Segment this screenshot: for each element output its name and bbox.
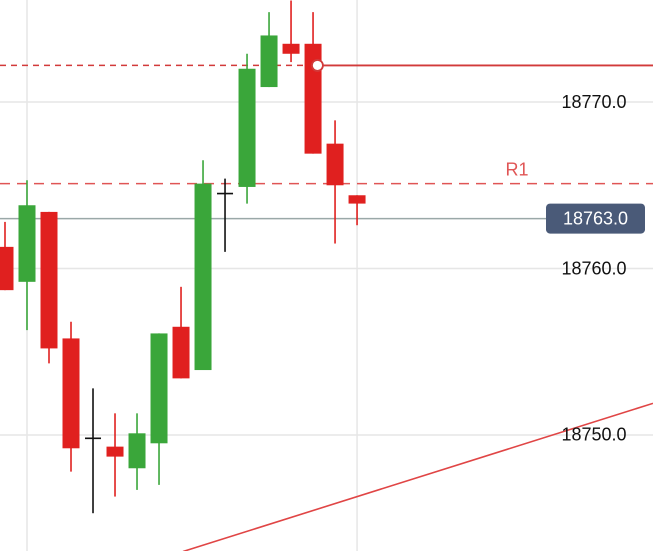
current-price-tag [546, 203, 645, 234]
current-price-label: 18763.0 [563, 208, 628, 228]
y-tick-label: 18750.0 [561, 425, 626, 445]
candle-body [194, 183, 212, 371]
candle-body [238, 68, 256, 187]
candle-body [0, 246, 14, 291]
y-tick-label: 18770.0 [561, 92, 626, 112]
trendline [182, 402, 653, 551]
resistance-marker [311, 59, 324, 72]
pivot-label: R1 [505, 159, 528, 179]
candle-body [282, 43, 300, 54]
candle-body [172, 326, 190, 379]
candle-body [128, 433, 146, 469]
candle-body [62, 338, 80, 449]
candle-body [348, 195, 366, 204]
candle-body [150, 333, 168, 444]
y-tick-label: 18760.0 [561, 258, 626, 278]
candle-body [260, 35, 278, 88]
candle-body [326, 143, 344, 186]
candle-body [40, 211, 58, 349]
candle-body [18, 205, 36, 282]
candle-body [106, 446, 124, 457]
